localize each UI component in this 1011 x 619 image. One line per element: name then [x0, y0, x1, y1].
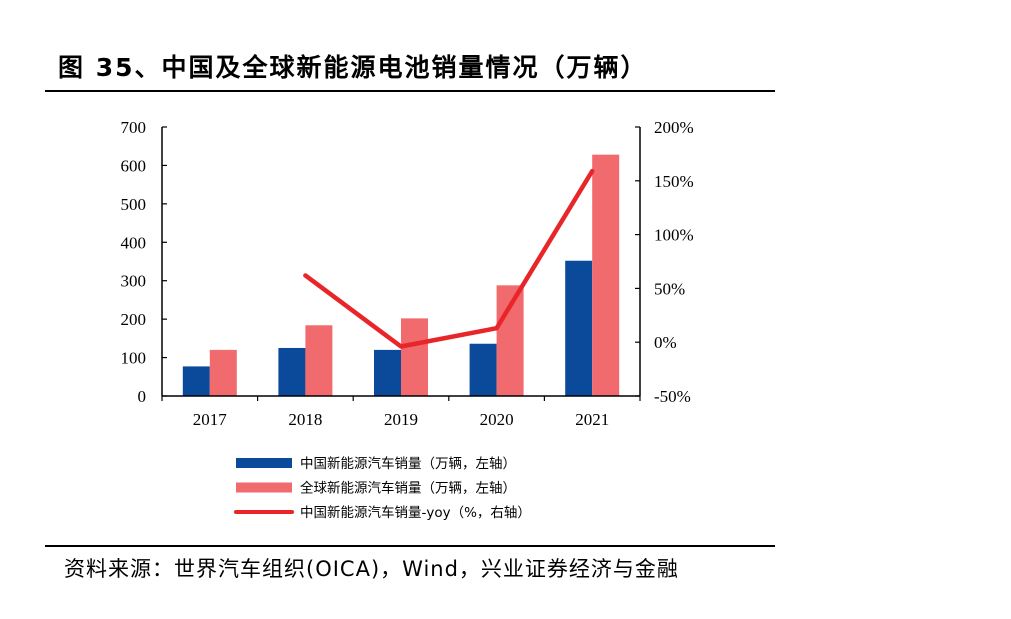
yoy-line: [303, 168, 595, 349]
legend-label: 中国新能源汽车销量（万辆，左轴）: [300, 455, 516, 472]
bar-china-2018: [278, 347, 306, 396]
bar-global-2018: [305, 325, 333, 396]
right-tick-label: -50%: [654, 387, 691, 406]
legend-swatch: [236, 482, 292, 493]
right-tick-label: 100%: [654, 226, 694, 245]
bar-global-2017: [209, 349, 237, 396]
bar-global-2019: [401, 318, 428, 396]
right-tick-label: 200%: [654, 118, 694, 137]
bar-china-2021: [565, 260, 593, 396]
left-tick-label: 0: [138, 387, 147, 406]
x-tick-label: 2017: [193, 410, 228, 429]
legend-swatch: [236, 458, 292, 468]
left-tick-label: 100: [121, 349, 147, 368]
left-tick-label: 600: [121, 156, 147, 175]
x-tick-label: 2019: [384, 410, 418, 429]
x-tick-label: 2020: [480, 410, 514, 429]
line-layer: [303, 168, 595, 349]
right-tick-label: 50%: [654, 279, 685, 298]
left-tick-label: 500: [121, 195, 147, 214]
x-tick-label: 2021: [575, 410, 609, 429]
bars-layer: [182, 154, 620, 396]
legend: 中国新能源汽车销量（万辆，左轴） 全球新能源汽车销量（万辆，左轴） 中国新能源汽车销…: [234, 455, 531, 521]
chart-title: 图 35、中国及全球新能源电池销量情况（万辆）: [58, 53, 648, 82]
bar-china-2019: [374, 349, 401, 396]
left-tick-label: 200: [121, 310, 147, 329]
left-tick-label: 400: [121, 233, 147, 252]
axes-layer: 0 100 200 300 400 500 600 700 -50% 0% 50% 100% 150% 2…: [121, 118, 694, 429]
left-tick-label: 700: [121, 118, 147, 137]
right-tick-label: 150%: [654, 172, 694, 191]
source-note: 资料来源：世界汽车组织(OICA)，Wind，兴业证券经济与金融: [64, 557, 679, 581]
bar-china-2020: [469, 343, 497, 396]
bar-china-2017: [182, 366, 210, 396]
x-tick-label: 2018: [288, 410, 322, 429]
title-rule: [45, 90, 775, 92]
legend-label: 中国新能源汽车销量-yoy（%，右轴）: [300, 504, 531, 521]
left-tick-label: 300: [121, 272, 147, 291]
bar-global-2021: [592, 154, 620, 396]
source-rule: [45, 545, 775, 547]
legend-label: 全球新能源汽车销量（万辆，左轴）: [300, 480, 516, 497]
right-tick-label: 0%: [654, 333, 677, 352]
